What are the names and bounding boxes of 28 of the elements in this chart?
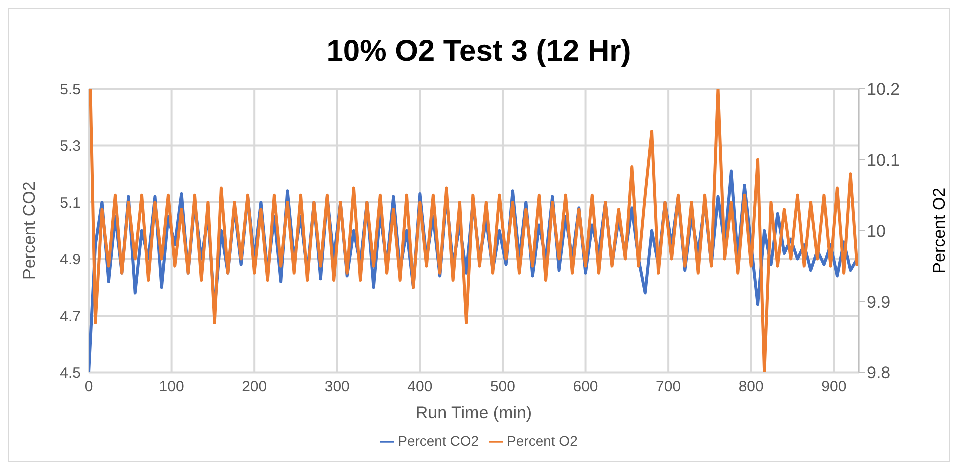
y-axis-title: Percent CO2 <box>20 182 40 280</box>
legend-label: Percent CO2 <box>398 432 480 449</box>
y-tick-label: 5.1 <box>60 194 81 212</box>
x-tick-label: 200 <box>242 378 268 396</box>
y-tick-label: 4.9 <box>60 252 81 269</box>
x-tick-label: 800 <box>738 378 764 396</box>
x-tick-label: 700 <box>656 378 682 396</box>
x-tick-label: 300 <box>324 378 350 396</box>
x-tick-label: 900 <box>822 378 847 396</box>
legend-label: Percent O2 <box>507 432 578 449</box>
chart-title: 10% O2 Test 3 (12 Hr) <box>326 35 632 70</box>
y2-tick-label: 10 <box>867 222 886 241</box>
y-tick-label: 5.5 <box>60 81 81 98</box>
y2-axis-title: Percent O2 <box>930 188 950 274</box>
y-tick-label: 4.5 <box>60 365 81 382</box>
y-tick-label: 4.7 <box>60 308 81 326</box>
y2-tick-label: 10.1 <box>867 150 900 170</box>
line-series <box>89 89 859 373</box>
x-tick-label: 100 <box>159 378 184 396</box>
x-tick-label: 0 <box>84 378 94 396</box>
y-tick-label: 5.3 <box>60 138 81 156</box>
y2-tick-label: 9.8 <box>867 364 891 383</box>
x-axis-title: Run Time (min) <box>416 404 532 423</box>
x-tick-label: 600 <box>573 378 598 396</box>
y2-tick-label: 9.9 <box>867 292 891 312</box>
y2-tick-label: 10.2 <box>867 80 900 100</box>
x-tick-label: 500 <box>490 378 516 396</box>
x-tick-label: 400 <box>408 378 433 396</box>
